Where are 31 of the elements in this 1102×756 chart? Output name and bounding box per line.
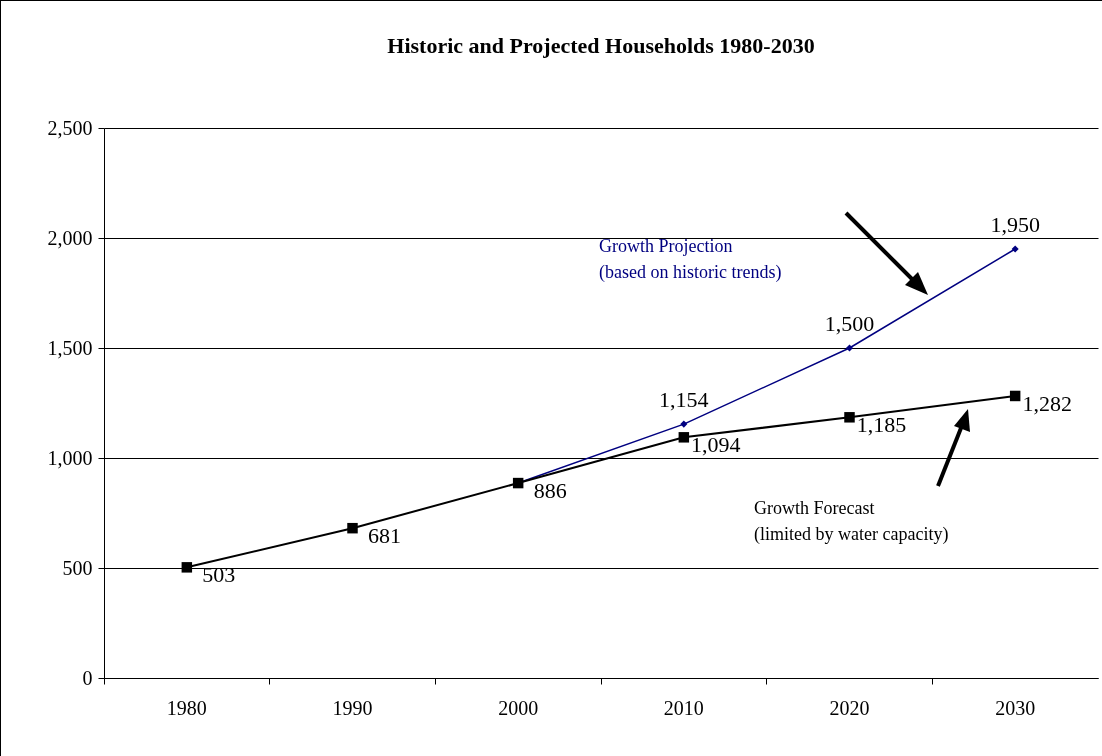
chart-title: Historic and Projected Households 1980-2030	[387, 33, 815, 58]
data-label: 1,282	[1022, 390, 1072, 416]
data-label: 1,154	[659, 387, 709, 413]
point	[845, 344, 854, 352]
x-tick-label: 1980	[166, 696, 207, 719]
y-tick-label: 1,000	[47, 446, 93, 469]
point	[1011, 245, 1019, 253]
x-tick-label: 2030	[995, 696, 1036, 719]
x-tick-label: 2000	[498, 696, 539, 719]
x-tick-label: 1990	[332, 696, 373, 719]
point	[680, 420, 688, 428]
y-tick-label: 1,500	[47, 336, 93, 359]
point	[678, 432, 690, 443]
point	[844, 412, 855, 423]
text: Growth Forecast (limited by water capacity)	[754, 498, 949, 545]
point	[181, 562, 193, 573]
data-label: 1,185	[856, 412, 907, 438]
y-tick-label: 2,500	[47, 116, 93, 139]
data-label: 1,094	[691, 432, 741, 458]
x-tick-label: 2020	[829, 696, 870, 719]
data-label: 886	[533, 478, 567, 504]
y-tick-label: 500	[62, 556, 93, 579]
data-label: 1,950	[990, 212, 1040, 237]
data-label: 1,500	[824, 311, 875, 336]
data-label: 681	[368, 523, 401, 549]
point	[1009, 390, 1021, 402]
point	[347, 522, 358, 534]
x-tick-label: 2010	[663, 696, 704, 719]
y-tick-label: 2,000	[47, 226, 93, 249]
text: Growth Projection (based on historic trends)	[599, 236, 782, 283]
y-tick-label: 0	[82, 666, 93, 689]
